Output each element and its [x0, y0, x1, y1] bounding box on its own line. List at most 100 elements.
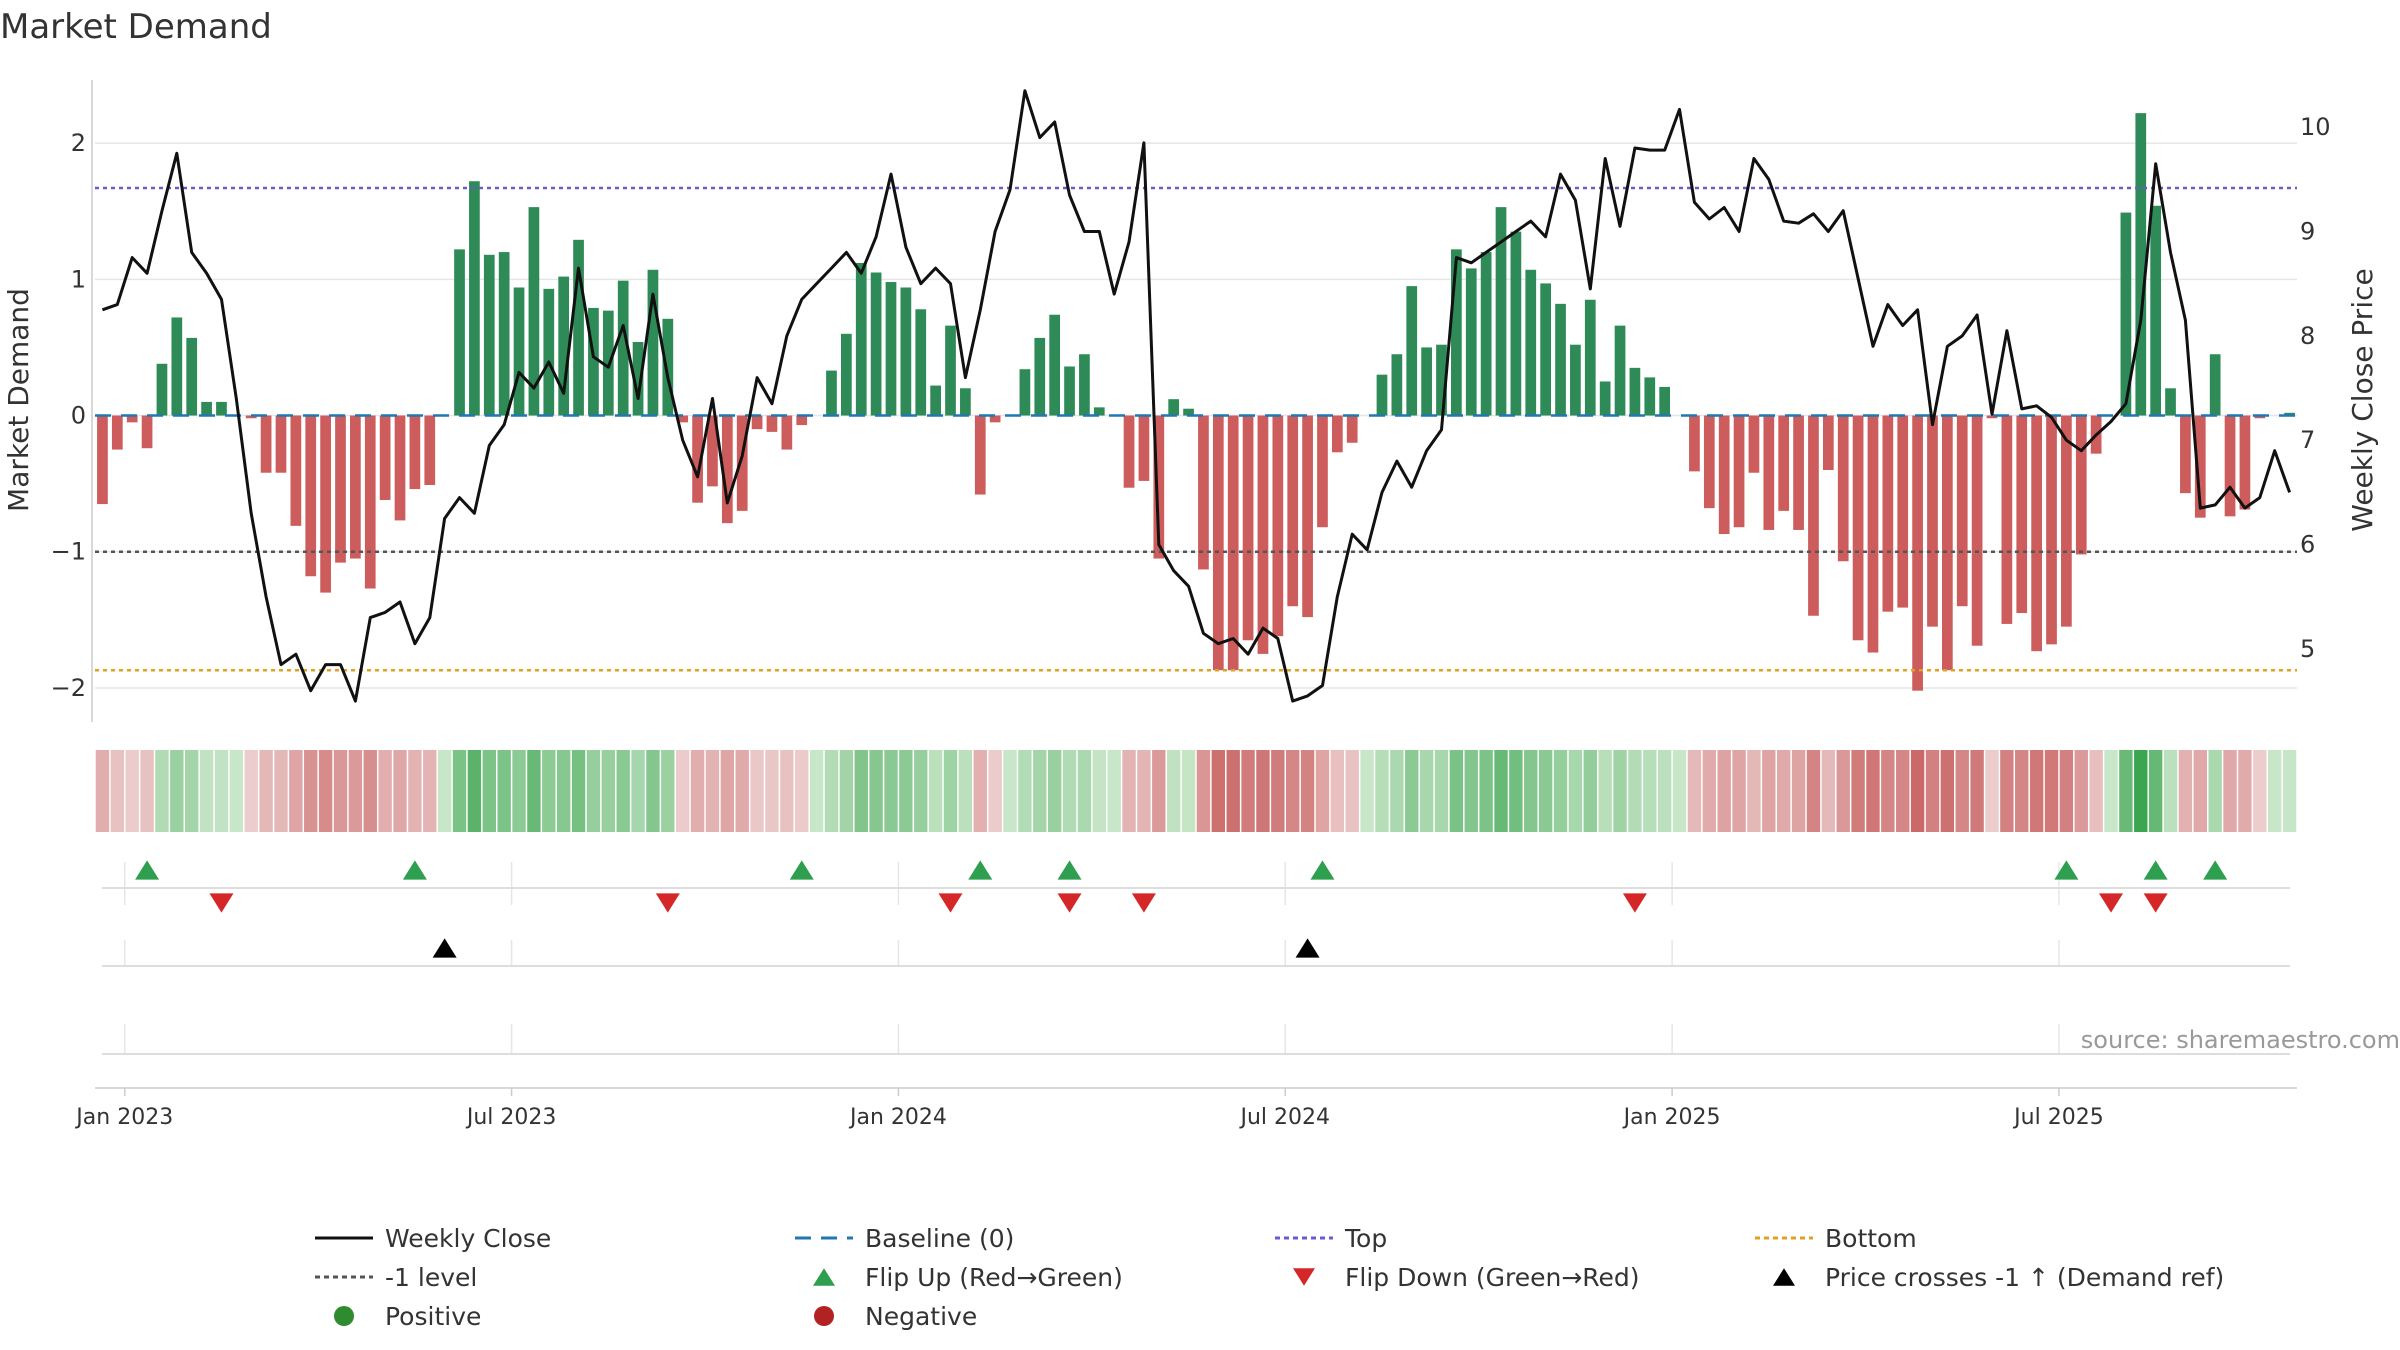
demand-bar	[2135, 113, 2147, 416]
y-tick-label: 2	[71, 129, 86, 157]
demand-bar	[379, 415, 391, 500]
demand-bar	[141, 415, 153, 449]
heat-cell	[1747, 750, 1761, 832]
heat-cell	[304, 750, 318, 832]
heat-cell	[244, 750, 258, 832]
demand-bar	[245, 415, 257, 419]
demand-bar	[1614, 325, 1626, 416]
heat-cell	[289, 750, 303, 832]
demand-bar	[1227, 415, 1239, 671]
heat-cell	[1806, 750, 1821, 832]
heat-cell	[1509, 750, 1523, 832]
heat-cell	[125, 750, 139, 832]
demand-bar	[1480, 252, 1492, 416]
flip-down-marker	[938, 893, 963, 913]
heat-cell	[185, 750, 199, 832]
heat-cell	[110, 750, 125, 832]
heat-cell	[809, 750, 824, 832]
flip-down-legend-label: Flip Down (Green→Red)	[1345, 1263, 1640, 1292]
weekly-close-line	[101, 89, 2292, 703]
heat-cell	[1122, 750, 1136, 832]
heat-cell	[2178, 750, 2193, 832]
heat-cell	[1866, 750, 1880, 832]
flip-up-legend-label: Flip Up (Red→Green)	[865, 1263, 1123, 1292]
demand-bar	[1287, 415, 1299, 607]
heat-cell	[482, 750, 496, 832]
heat-cell	[1018, 750, 1032, 832]
demand-bar	[111, 415, 123, 450]
bottom-legend-label: Bottom	[1825, 1224, 1917, 1253]
y2-axis-label: Weekly Close Price	[2346, 268, 2379, 531]
heat-cell	[571, 750, 586, 832]
demand-bar	[1376, 374, 1388, 416]
y-tick-label: −2	[51, 674, 86, 702]
demand-bar	[558, 276, 570, 416]
demand-bar	[2180, 415, 2191, 494]
demand-bar	[1302, 415, 1313, 618]
heat-cell	[735, 750, 749, 832]
heat-cell	[1896, 750, 1910, 832]
demand-bar	[1242, 415, 1254, 641]
demand-bar	[573, 239, 584, 416]
demand-bar	[2120, 212, 2132, 416]
x-tick-label: Jul 2025	[2012, 1105, 2104, 1130]
heat-cell	[423, 750, 437, 832]
flip-up-marker	[789, 860, 814, 880]
flip-down-marker	[1622, 893, 1647, 913]
demand-bar	[1212, 415, 1224, 671]
demand-bar	[2031, 415, 2042, 652]
heat-cell	[214, 750, 229, 832]
flip-down-legend-swatch	[1293, 1268, 1315, 1286]
demand-bar	[677, 415, 689, 423]
demand-bar	[1644, 377, 1656, 416]
heat-cell	[1092, 750, 1106, 832]
demand-bar	[513, 287, 525, 416]
demand-bar	[855, 262, 867, 416]
heat-cell	[1910, 750, 1925, 832]
demand-bar	[1019, 369, 1031, 416]
demand-bar	[1272, 415, 1284, 637]
x-tick-label: Jan 2024	[848, 1105, 947, 1130]
demand-bar	[2075, 415, 2087, 555]
demand-bar	[736, 415, 748, 511]
demand-bar	[1793, 415, 1804, 530]
demand-bar	[364, 415, 376, 589]
heat-cell	[1241, 750, 1255, 832]
demand-bar	[1317, 415, 1328, 528]
x-tick-label: Jan 2023	[74, 1105, 173, 1130]
heat-cell	[2000, 750, 2014, 832]
heat-cell	[1568, 750, 1583, 832]
demand-bar	[900, 287, 912, 416]
heat-cell	[1925, 750, 1940, 832]
heat-cell	[2238, 750, 2252, 832]
demand-bar	[617, 280, 629, 416]
heat-cell	[1657, 750, 1672, 832]
demand-bar	[1123, 415, 1135, 488]
demand-bar	[1837, 415, 1849, 562]
flip-up-marker	[135, 860, 160, 880]
flip-up-marker	[1310, 860, 1335, 880]
x-tick-label: Jul 2024	[1239, 1105, 1331, 1130]
demand-bar	[1584, 299, 1596, 416]
heat-cell	[1196, 750, 1211, 832]
heat-cell	[765, 750, 779, 832]
heat-cell	[750, 750, 764, 832]
demand-bar	[945, 325, 956, 416]
heat-cell	[1390, 750, 1404, 832]
demand-bar	[1748, 415, 1760, 473]
y2-tick-label: 9	[2300, 218, 2315, 246]
heat-cell	[1702, 750, 1716, 832]
heat-cell	[1047, 750, 1062, 832]
demand-bar	[2209, 354, 2221, 416]
heat-cell	[1464, 750, 1478, 832]
heat-cell	[199, 750, 214, 832]
heat-cell	[676, 750, 690, 832]
heat-cell	[1003, 750, 1017, 832]
heat-cell	[452, 750, 467, 832]
heat-cell	[1166, 750, 1181, 832]
heat-cell	[2253, 750, 2267, 832]
demand-bar	[1927, 415, 1938, 627]
y2-tick-label: 8	[2300, 322, 2315, 350]
demand-bar	[1510, 231, 1522, 416]
heat-cell	[1553, 750, 1568, 832]
